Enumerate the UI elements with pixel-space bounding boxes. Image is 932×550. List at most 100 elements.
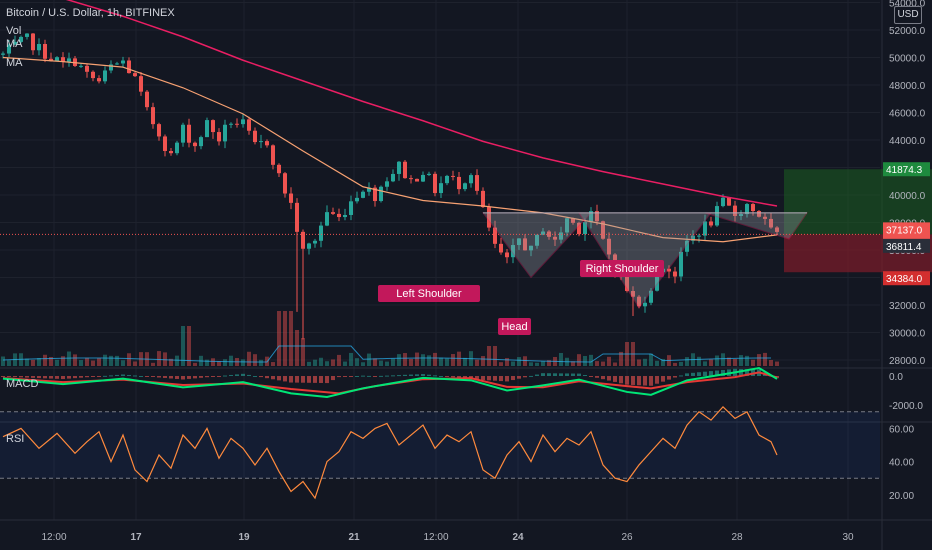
candle-body: [505, 252, 509, 258]
volume-bar: [547, 360, 551, 366]
macd-histogram-bar: [385, 375, 389, 377]
macd-histogram-bar: [133, 375, 137, 377]
volume-bar: [637, 359, 641, 366]
macd-histogram-bar: [145, 376, 149, 377]
ma-legend-2[interactable]: MA: [6, 57, 23, 69]
volume-bar: [679, 361, 683, 366]
volume-bar: [169, 358, 173, 366]
candle-body: [31, 33, 35, 51]
candle-body: [187, 124, 191, 143]
macd-histogram-bar: [325, 376, 329, 384]
macd-histogram-bar: [709, 371, 713, 376]
candle-body: [277, 164, 281, 174]
candle-body: [211, 120, 215, 133]
macd-histogram-bar: [649, 376, 653, 386]
volume-bar: [721, 353, 725, 366]
volume-bar: [379, 360, 383, 366]
candle-body: [451, 175, 455, 177]
macd-histogram-bar: [169, 376, 173, 379]
volume-bar: [613, 362, 617, 366]
candle-body: [181, 124, 185, 143]
volume-bar: [121, 360, 125, 366]
candle-body: [235, 123, 239, 125]
volume-bar: [361, 362, 365, 366]
candle-body: [607, 238, 611, 255]
volume-bar: [595, 361, 599, 366]
volume-bar: [703, 361, 707, 366]
candle-body: [295, 202, 299, 232]
rsi-tick-label: 60.00: [889, 424, 914, 435]
macd-histogram-bar: [283, 376, 287, 382]
candle-body: [457, 176, 461, 190]
macd-histogram-bar: [13, 376, 17, 378]
candle-body: [139, 76, 143, 92]
volume-bar: [205, 359, 209, 366]
macd-histogram-bar: [571, 373, 575, 376]
macd-histogram-bar: [199, 376, 203, 378]
candle-body: [463, 183, 467, 190]
pattern-label: Right Shoulder: [586, 263, 659, 275]
candle-body: [343, 214, 347, 218]
macd-histogram-bar: [541, 373, 545, 376]
macd-histogram-bar: [379, 375, 383, 377]
macd-histogram-bar: [481, 376, 485, 380]
macd-histogram-bar: [427, 374, 431, 376]
candle-body: [625, 274, 629, 292]
candle-body: [481, 190, 485, 208]
volume-bar: [733, 359, 737, 366]
candle-body: [199, 137, 203, 147]
candle-body: [115, 63, 119, 65]
volume-bar: [463, 357, 467, 366]
volume-bar: [295, 330, 299, 366]
macd-histogram-bar: [565, 373, 569, 376]
volume-bar: [673, 362, 677, 366]
candle-body: [487, 207, 491, 228]
price-label: 37137.0: [886, 225, 923, 236]
macd-histogram-bar: [109, 375, 113, 377]
volume-bar: [181, 326, 185, 366]
candle-body: [469, 175, 473, 184]
candle-body: [439, 183, 443, 194]
volume-bar: [241, 359, 245, 366]
macd-histogram-bar: [583, 374, 587, 376]
candle-body: [631, 291, 635, 297]
candle-body: [385, 181, 389, 187]
candle-body: [679, 251, 683, 277]
macd-histogram-bar: [37, 376, 41, 379]
candle-body: [307, 243, 311, 249]
macd-histogram-bar: [391, 375, 395, 377]
volume-bar: [373, 358, 377, 366]
candle-body: [565, 218, 569, 233]
macd-histogram-bar: [619, 376, 623, 384]
volume-bar: [337, 354, 341, 366]
candle-body: [121, 60, 125, 64]
candle-body: [145, 91, 149, 108]
volume-bar: [475, 359, 479, 366]
candle-body: [691, 235, 695, 241]
candle-body: [109, 64, 113, 71]
candle-body: [127, 60, 131, 74]
volume-legend[interactable]: Vol: [6, 25, 22, 37]
volume-bar: [763, 352, 767, 366]
volume-bar: [73, 354, 77, 366]
macd-histogram-bar: [97, 376, 101, 377]
time-tick-label: 21: [348, 532, 360, 543]
macd-histogram-bar: [43, 376, 47, 379]
macd-histogram-bar: [739, 368, 743, 376]
candle-body: [319, 225, 323, 241]
volume-bar: [301, 338, 305, 366]
volume-bar: [571, 361, 575, 366]
volume-bar: [535, 362, 539, 366]
volume-bar: [193, 362, 197, 366]
candle-body: [553, 236, 557, 240]
volume-bar: [49, 356, 53, 366]
macd-histogram-bar: [595, 376, 599, 378]
volume-bar: [259, 359, 263, 366]
candle-body: [289, 193, 293, 203]
candle-body: [193, 142, 197, 147]
candle-body: [445, 175, 449, 184]
ma-legend-1[interactable]: MA: [6, 38, 23, 50]
volume-bar: [319, 357, 323, 366]
currency-badge[interactable]: USD: [894, 6, 922, 24]
